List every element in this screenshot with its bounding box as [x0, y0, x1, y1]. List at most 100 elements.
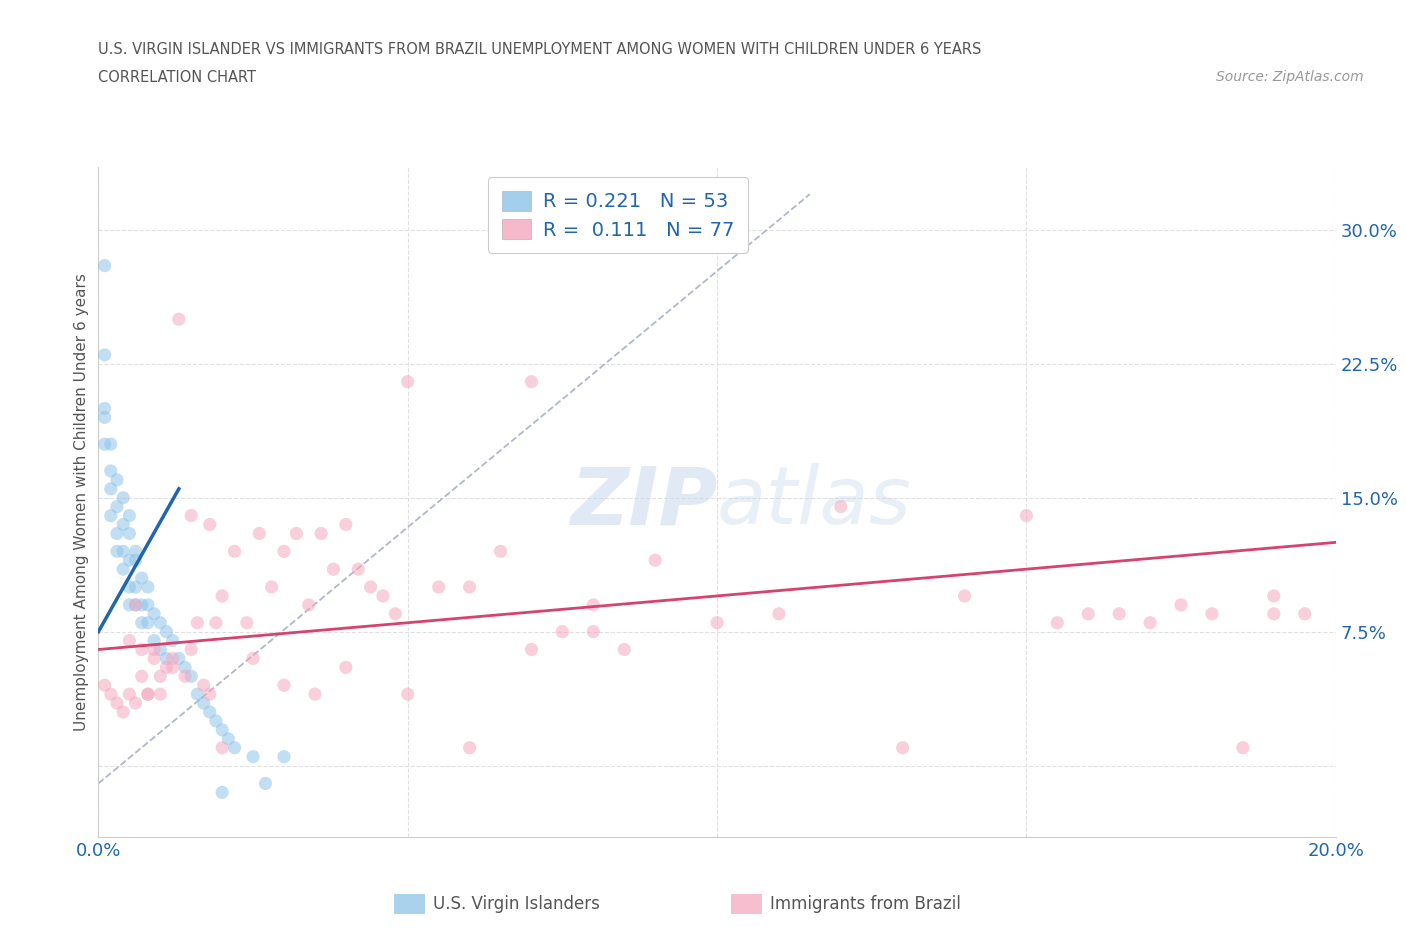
Point: [118, 579, 141, 594]
Point: [180, 508, 202, 523]
Point: [309, 526, 332, 541]
Point: [118, 686, 141, 701]
Point: [551, 624, 574, 639]
Point: [211, 589, 233, 604]
Point: [124, 597, 146, 612]
Point: [1015, 508, 1038, 523]
Point: [198, 686, 221, 701]
Point: [131, 642, 153, 657]
Point: [384, 606, 406, 621]
Point: [489, 544, 512, 559]
Point: [242, 651, 264, 666]
Point: [224, 544, 246, 559]
Point: [322, 562, 344, 577]
Point: [149, 642, 172, 657]
Point: [520, 642, 543, 657]
Text: Immigrants from Brazil: Immigrants from Brazil: [770, 895, 962, 913]
Point: [335, 517, 357, 532]
Point: [131, 597, 153, 612]
Point: [335, 660, 357, 675]
Point: [112, 544, 135, 559]
Point: [118, 508, 141, 523]
Point: [143, 633, 166, 648]
Point: [458, 579, 481, 594]
Point: [186, 686, 208, 701]
Text: atlas: atlas: [717, 463, 912, 541]
Legend: R = 0.221   N = 53, R =  0.111   N = 77: R = 0.221 N = 53, R = 0.111 N = 77: [488, 177, 748, 253]
Point: [136, 686, 159, 701]
Point: [1232, 740, 1254, 755]
Point: [136, 686, 159, 701]
Point: [1263, 606, 1285, 621]
Point: [273, 678, 295, 693]
Point: [224, 740, 246, 755]
Point: [100, 508, 122, 523]
Point: [112, 490, 135, 505]
Point: [124, 552, 146, 567]
Point: [242, 750, 264, 764]
Point: [273, 750, 295, 764]
Point: [105, 499, 128, 514]
Point: [180, 642, 202, 657]
Point: [298, 597, 321, 612]
Point: [211, 740, 233, 755]
Point: [105, 544, 128, 559]
Point: [347, 562, 370, 577]
Point: [458, 740, 481, 755]
Point: [273, 544, 295, 559]
Point: [613, 642, 636, 657]
Point: [582, 597, 605, 612]
Point: [427, 579, 450, 594]
Point: [198, 517, 221, 532]
Point: [131, 669, 153, 684]
Point: [193, 696, 215, 711]
Point: [1046, 616, 1069, 631]
Point: [768, 606, 790, 621]
Point: [167, 312, 190, 326]
Point: [143, 642, 166, 657]
Point: [1139, 616, 1161, 631]
Point: [520, 374, 543, 389]
Point: [118, 597, 141, 612]
Point: [93, 348, 115, 363]
Point: [254, 776, 277, 790]
Point: [644, 552, 666, 567]
Point: [205, 616, 228, 631]
Point: [174, 660, 197, 675]
Point: [162, 651, 184, 666]
Point: [167, 651, 190, 666]
Point: [198, 705, 221, 720]
Point: [155, 660, 177, 675]
Point: [100, 482, 122, 497]
Point: [149, 686, 172, 701]
Point: [149, 669, 172, 684]
Point: [1294, 606, 1316, 621]
Point: [582, 624, 605, 639]
Point: [371, 589, 394, 604]
Point: [396, 686, 419, 701]
Point: [112, 517, 135, 532]
Y-axis label: Unemployment Among Women with Children Under 6 years: Unemployment Among Women with Children U…: [75, 273, 89, 731]
Point: [260, 579, 283, 594]
Text: ZIP: ZIP: [569, 463, 717, 541]
Point: [174, 669, 197, 684]
Point: [217, 731, 239, 746]
Point: [124, 579, 146, 594]
Point: [1201, 606, 1223, 621]
Point: [360, 579, 382, 594]
Point: [180, 669, 202, 684]
Point: [100, 463, 122, 478]
Point: [830, 499, 852, 514]
Point: [100, 686, 122, 701]
Point: [136, 579, 159, 594]
Point: [211, 785, 233, 800]
Point: [205, 713, 228, 728]
Point: [105, 696, 128, 711]
Point: [236, 616, 259, 631]
Text: CORRELATION CHART: CORRELATION CHART: [98, 70, 256, 85]
Point: [891, 740, 914, 755]
Point: [93, 401, 115, 416]
Point: [155, 651, 177, 666]
Point: [953, 589, 976, 604]
Point: [285, 526, 308, 541]
